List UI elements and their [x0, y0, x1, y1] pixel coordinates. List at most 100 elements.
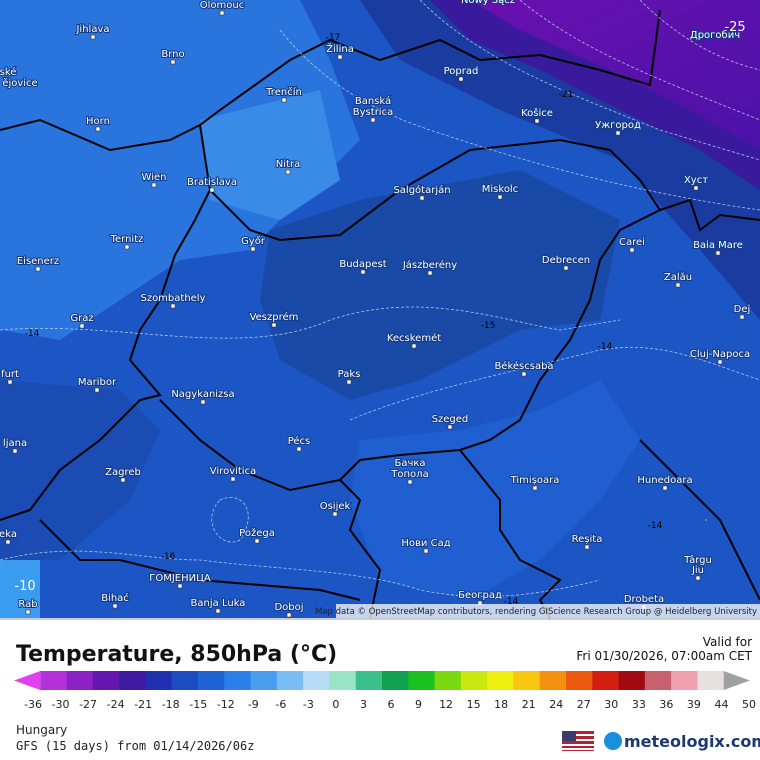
cities: Olomouc Jihlava Brno Žilina Nowy Sącz Дрогоби… — [0, 0, 751, 618]
city-marker — [254, 538, 260, 544]
colorbar-segment — [303, 671, 330, 690]
colorbar-tick-label: -6 — [275, 698, 286, 711]
colorbar-tick-label: 3 — [360, 698, 367, 711]
valid-time: Fri 01/30/2026, 07:00am CET — [576, 649, 752, 663]
colorbar-segment — [644, 671, 672, 690]
colorbar-tick-label: 33 — [632, 698, 646, 711]
city-marker — [79, 323, 85, 329]
contour-label: -14 — [504, 597, 519, 607]
colorbar-segment — [145, 671, 173, 690]
colorbar-segment — [329, 671, 357, 690]
title: Temperature, 850hPa (°C) — [16, 642, 337, 667]
city-label: Pécs — [288, 435, 311, 447]
colorbar-segment — [198, 671, 225, 690]
city-label: ljana — [3, 438, 27, 449]
colorbar-segment — [697, 671, 725, 690]
city-marker — [615, 130, 621, 136]
city-marker — [337, 54, 343, 60]
city-marker — [423, 548, 429, 554]
colorbar-tick-label: -12 — [217, 698, 235, 711]
colorbar-tick-label: 18 — [494, 698, 508, 711]
city-label: Хуст — [684, 175, 708, 186]
colorbar-tick-label: -3 — [303, 698, 314, 711]
flag — [562, 731, 594, 751]
contour-label: -15 — [481, 321, 496, 331]
contour-labels: -25 -17 -21 -15 -14 -14 -14 -16 -14 -10 — [14, 20, 745, 607]
city-label: Graz — [70, 313, 93, 324]
city-label: Maribor — [78, 377, 117, 388]
city-label: Топола — [390, 469, 428, 480]
city-label: Požega — [239, 527, 275, 539]
city-label: Дрогобич — [690, 30, 740, 41]
colorbar-segment — [40, 671, 68, 690]
colorbar-segment — [618, 671, 646, 690]
city-marker — [629, 247, 635, 253]
city-label: Békéscsaba — [494, 360, 553, 372]
colorbar-tick-label: 12 — [439, 698, 453, 711]
city-label: Jihlava — [75, 24, 109, 35]
city-marker — [170, 303, 176, 309]
city-marker — [584, 544, 590, 550]
city-marker — [739, 314, 745, 320]
contour-label: -16 — [161, 552, 176, 562]
attribution-bg — [336, 604, 760, 618]
city-label: Reșita — [572, 534, 603, 545]
contour-label: -14 — [25, 329, 40, 339]
city-label: eka — [0, 529, 17, 540]
city-marker — [675, 282, 681, 288]
city-label: Poprad — [444, 66, 479, 77]
city-marker — [271, 322, 277, 328]
city-label: Győr — [241, 235, 266, 247]
colorbar-segment — [92, 671, 120, 690]
city-marker — [12, 448, 18, 454]
colorbar-tick-label: -15 — [189, 698, 207, 711]
city-marker — [407, 479, 413, 485]
city-marker — [695, 575, 701, 581]
city-marker — [693, 185, 699, 191]
city-label: Trenčín — [265, 86, 302, 98]
colorbar: -36 -30 -27 -24 -21 -18 -15 -12 -9 -6 -3 0 3 6 9 12 15 18… — [14, 671, 756, 711]
city-label: Dej — [734, 304, 751, 315]
city-label: Nagykanizsa — [171, 389, 234, 400]
contour-label: -21 — [559, 90, 574, 100]
colorbar-segment — [513, 671, 541, 690]
city-marker — [532, 485, 538, 491]
city-marker — [360, 269, 366, 275]
city-marker — [534, 118, 540, 124]
city-label: Bratislava — [187, 177, 237, 188]
city-label: Timișoara — [510, 475, 560, 486]
colorbar-tick-label: 30 — [604, 698, 618, 711]
colorbar-segment — [382, 671, 409, 690]
city-marker — [25, 609, 31, 615]
city-label: Zagreb — [105, 467, 141, 478]
city-label: ské — [0, 66, 16, 78]
colorbar-tick-label: -18 — [162, 698, 180, 711]
city-marker — [458, 76, 464, 82]
city-marker — [7, 379, 13, 385]
colorbar-tick-label: -27 — [79, 698, 97, 711]
city-label: Eisenerz — [17, 256, 59, 267]
city-marker — [346, 379, 352, 385]
city-marker — [94, 387, 100, 393]
city-label: Veszprém — [250, 311, 299, 323]
city-marker — [286, 612, 292, 618]
colorbar-segment — [119, 671, 146, 690]
colorbar-tick-label: 6 — [388, 698, 395, 711]
city-label: Kecskemét — [387, 332, 441, 344]
city-marker — [563, 265, 569, 271]
city-label: Bystrica — [353, 107, 393, 118]
city-label: Virovitica — [210, 466, 256, 477]
city-marker — [419, 195, 425, 201]
city-marker — [200, 399, 206, 405]
colorbar-segment — [460, 671, 488, 690]
colorbar-segment — [66, 671, 94, 690]
city-label: Бачка — [394, 458, 425, 469]
city-marker — [124, 244, 130, 250]
city-marker — [296, 446, 302, 452]
city-label: Szeged — [432, 414, 469, 425]
colorbar-tick-label: 27 — [577, 698, 591, 711]
city-marker — [120, 477, 126, 483]
city-label: ГОМЈЕНИЦА — [149, 573, 211, 584]
colorbar-segment — [671, 671, 698, 690]
